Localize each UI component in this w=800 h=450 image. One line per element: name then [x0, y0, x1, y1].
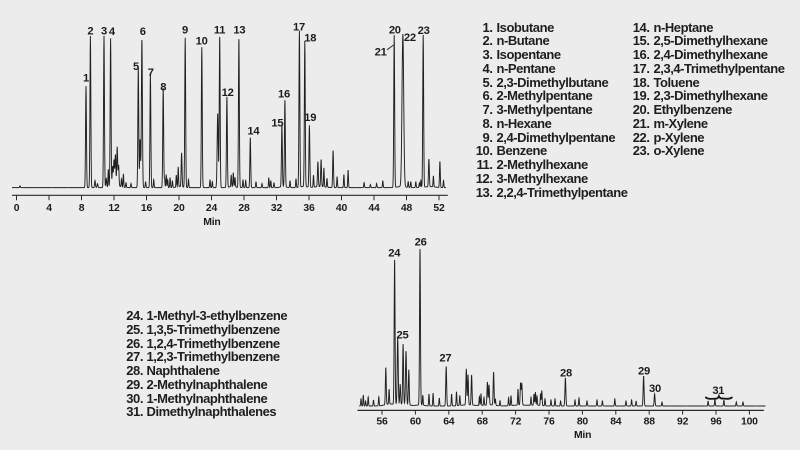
svg-text:80: 80 — [577, 416, 589, 427]
svg-text:48: 48 — [401, 203, 413, 214]
svg-text:20: 20 — [389, 24, 401, 36]
svg-text:31: 31 — [712, 385, 724, 397]
svg-text:24: 24 — [388, 247, 401, 259]
svg-text:2: 2 — [87, 25, 93, 37]
svg-text:0: 0 — [14, 203, 20, 214]
svg-text:27: 27 — [439, 352, 451, 364]
svg-text:11: 11 — [214, 25, 225, 37]
svg-text:4: 4 — [109, 26, 116, 38]
svg-text:28: 28 — [238, 203, 250, 214]
svg-text:28: 28 — [560, 367, 572, 379]
svg-text:16: 16 — [278, 88, 290, 100]
svg-text:6: 6 — [140, 26, 146, 38]
svg-text:13: 13 — [233, 24, 245, 36]
svg-text:12: 12 — [108, 203, 120, 214]
svg-text:60: 60 — [410, 416, 422, 427]
svg-text:100: 100 — [741, 416, 758, 427]
svg-text:4: 4 — [46, 203, 52, 214]
svg-text:44: 44 — [368, 203, 380, 214]
svg-text:76: 76 — [543, 416, 555, 427]
svg-text:7: 7 — [148, 67, 154, 79]
svg-text:18: 18 — [304, 32, 316, 44]
svg-text:15: 15 — [271, 118, 283, 130]
svg-text:26: 26 — [415, 237, 427, 249]
svg-text:84: 84 — [610, 416, 622, 427]
svg-text:5: 5 — [133, 61, 139, 73]
svg-text:14: 14 — [247, 126, 260, 138]
svg-text:Min: Min — [574, 430, 591, 441]
svg-text:3: 3 — [101, 25, 107, 37]
svg-text:68: 68 — [477, 416, 489, 427]
svg-text:29: 29 — [638, 366, 650, 378]
svg-text:88: 88 — [644, 416, 656, 427]
svg-text:10: 10 — [196, 36, 208, 48]
svg-text:25: 25 — [397, 329, 409, 341]
svg-text:1: 1 — [83, 72, 89, 84]
svg-text:20: 20 — [173, 203, 185, 214]
svg-text:72: 72 — [510, 416, 522, 427]
svg-text:16: 16 — [141, 203, 153, 214]
svg-text:9: 9 — [182, 24, 188, 36]
svg-text:36: 36 — [303, 203, 315, 214]
svg-text:8: 8 — [160, 82, 166, 94]
svg-text:19: 19 — [304, 112, 316, 124]
svg-text:30: 30 — [649, 383, 661, 395]
svg-text:52: 52 — [433, 203, 445, 214]
svg-text:32: 32 — [271, 203, 283, 214]
svg-text:21: 21 — [375, 47, 387, 59]
svg-text:8: 8 — [79, 203, 85, 214]
svg-text:56: 56 — [376, 416, 388, 427]
svg-text:40: 40 — [336, 203, 348, 214]
svg-text:64: 64 — [443, 416, 455, 427]
svg-text:Min: Min — [203, 217, 220, 228]
svg-text:22: 22 — [404, 32, 416, 44]
svg-text:96: 96 — [710, 416, 722, 427]
svg-text:92: 92 — [677, 416, 689, 427]
svg-text:12: 12 — [222, 87, 234, 99]
svg-text:23: 23 — [418, 25, 430, 37]
svg-text:24: 24 — [206, 203, 218, 214]
svg-text:17: 17 — [293, 21, 305, 33]
